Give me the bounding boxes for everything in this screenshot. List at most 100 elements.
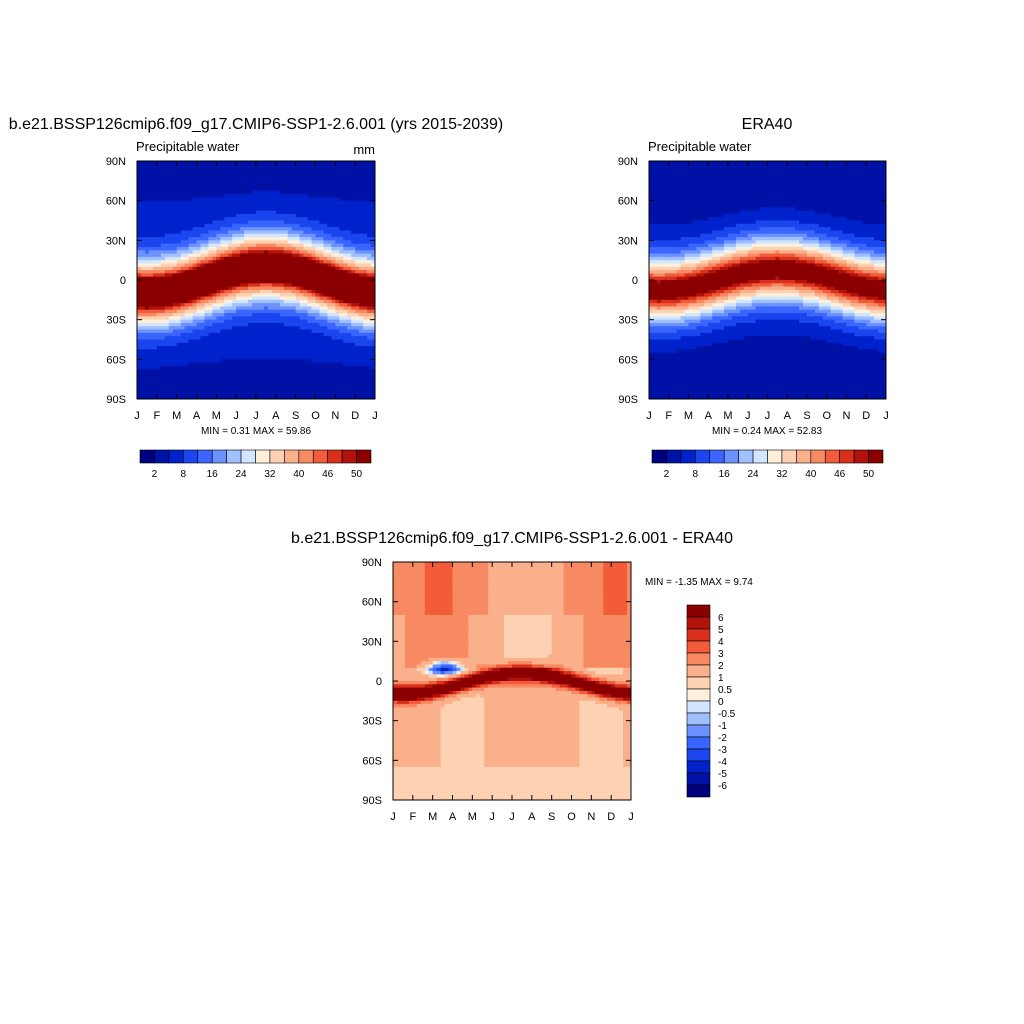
model-field-cell (180, 220, 186, 225)
model-field-cell (259, 332, 265, 337)
model-field-cell (160, 177, 166, 182)
era40-field-cell (708, 184, 713, 189)
model-field-cell (367, 220, 372, 225)
model-field-cell (315, 227, 321, 232)
model-field-cell (164, 339, 170, 344)
model-field-cell (295, 309, 301, 314)
model-field-cell (327, 316, 332, 321)
model-field-cell (343, 237, 348, 241)
model-field-cell (228, 336, 233, 341)
model-field-cell (244, 270, 249, 274)
model-field-cell (160, 326, 166, 331)
model-field-cell (359, 243, 364, 248)
model-field-cell (168, 289, 174, 294)
model-field-cell (244, 392, 249, 397)
model-field-cell (323, 266, 328, 271)
model-field-cell (319, 365, 325, 370)
model-field-cell (283, 309, 289, 314)
model-field-cell (323, 227, 328, 232)
model-field-cell (208, 263, 213, 268)
model-field-cell (252, 306, 257, 311)
model-field-cell (224, 276, 229, 281)
model-field-cell (137, 379, 142, 384)
model-field-cell (164, 276, 170, 281)
model-field-cell (283, 256, 289, 261)
model-field-cell (359, 164, 364, 169)
model-field-cell (303, 329, 309, 334)
model-field-cell (204, 200, 209, 205)
model-field-cell (371, 303, 375, 308)
era40-field-cell (834, 187, 840, 192)
model-field-cell (263, 382, 269, 387)
model-field-cell (137, 164, 142, 169)
model-field-cell (248, 372, 253, 377)
model-field-cell (256, 283, 261, 288)
model-field-cell (192, 313, 198, 317)
model-field-cell (327, 349, 332, 354)
model-field-cell (295, 306, 301, 311)
model-field-cell (303, 197, 309, 202)
model-field-cell (228, 359, 233, 364)
model-field-cell (259, 263, 265, 268)
model-field-cell (259, 180, 265, 185)
model-field-cell (196, 243, 202, 248)
era40-field-cell (799, 190, 804, 195)
model-field-cell (283, 194, 289, 198)
model-field-cell (259, 280, 265, 284)
model-field-cell (367, 200, 372, 205)
model-field-cell (176, 303, 182, 308)
model-field-cell (311, 362, 317, 367)
model-field-cell (184, 283, 190, 288)
era40-field-cell (842, 180, 848, 185)
model-field-cell (271, 197, 277, 202)
model-field-cell (232, 180, 237, 185)
model-field-cell (303, 273, 309, 278)
model-field-cell (137, 227, 142, 232)
era40-field-cell (803, 161, 808, 165)
model-field-cell (184, 210, 190, 215)
model-field-cell (252, 313, 257, 317)
model-field-cell (367, 170, 372, 175)
model-field-cell (188, 177, 194, 182)
model-field-cell (259, 270, 265, 274)
era40-field-cell (846, 161, 852, 165)
model-field-cell (144, 389, 150, 393)
model-field-cell (212, 210, 217, 215)
model-field-cell (252, 243, 257, 248)
model-field-cell (204, 276, 209, 281)
model-field-cell (363, 369, 368, 374)
model-field-cell (263, 200, 269, 205)
model-field-cell (327, 170, 332, 175)
model-field-cell (137, 372, 142, 377)
model-field-cell (259, 240, 265, 245)
model-field-cell (137, 322, 142, 327)
model-field-cell (220, 379, 225, 384)
model-field-cell (212, 369, 217, 374)
model-field-cell (196, 362, 202, 367)
model-field-cell (323, 339, 328, 344)
panel-model-x-tick-label: F (153, 410, 160, 422)
model-field-cell (263, 260, 269, 265)
model-field-cell (172, 194, 178, 198)
model-field-cell (259, 167, 265, 172)
model-field-cell (283, 359, 289, 364)
model-field-cell (355, 379, 360, 384)
model-field-cell (307, 273, 313, 278)
model-field-cell (152, 240, 158, 245)
era40-field-cell (834, 180, 840, 185)
model-field-cell (263, 365, 269, 370)
model-field-cell (140, 316, 146, 321)
model-field-cell (331, 263, 336, 268)
model-field-cell (267, 170, 273, 175)
model-field-cell (303, 289, 309, 294)
era40-field-cell (728, 177, 733, 182)
era40-field-cell (747, 167, 753, 172)
model-field-cell (295, 349, 301, 354)
model-field-cell (232, 240, 237, 245)
model-field-cell (271, 313, 277, 317)
model-field-cell (208, 359, 213, 364)
model-field-cell (204, 316, 209, 321)
model-field-cell (339, 346, 344, 351)
model-field-cell (176, 289, 182, 294)
era40-field-cell (755, 184, 761, 189)
